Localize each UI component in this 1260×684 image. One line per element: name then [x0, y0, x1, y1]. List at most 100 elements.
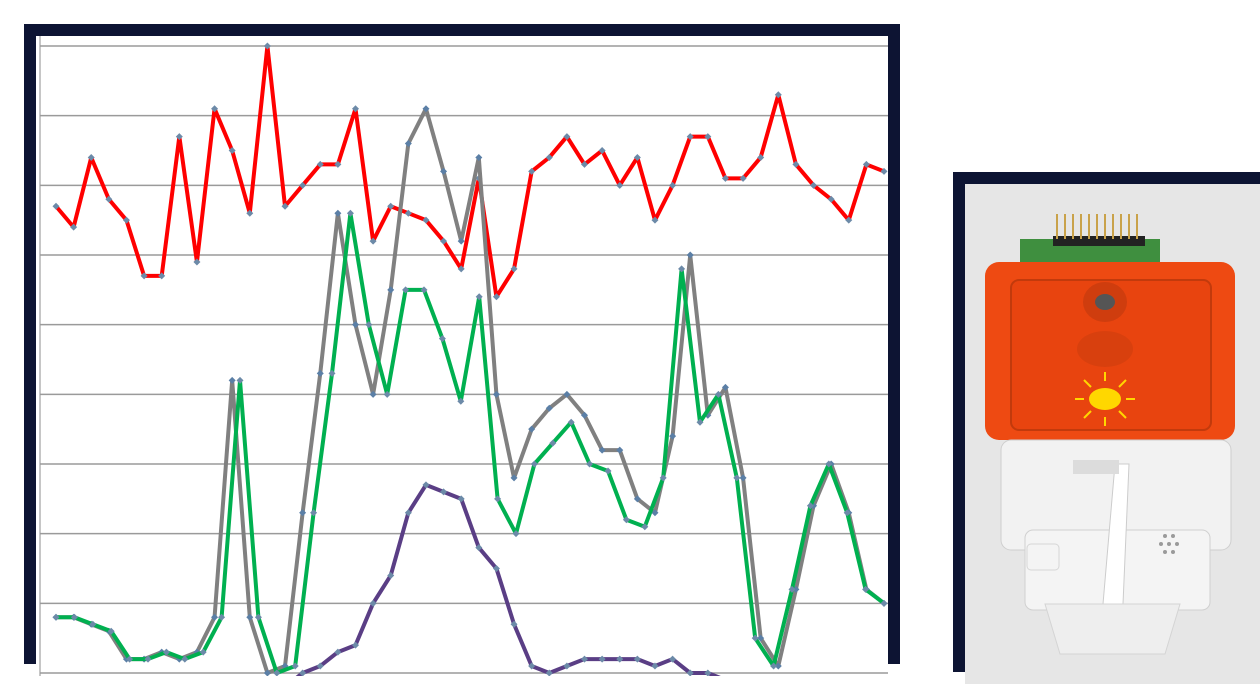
data-point-s3-24 [475, 544, 483, 552]
data-point-s1-17 [351, 321, 359, 329]
data-point-s1-38 [721, 383, 729, 391]
data-point-s0-20 [404, 209, 412, 217]
data-point-s2-28 [567, 418, 575, 426]
data-point-s0-18 [369, 237, 377, 245]
data-point-s0-31 [598, 147, 606, 154]
data-point-s1-36 [686, 251, 694, 259]
data-point-s2-38 [751, 634, 759, 642]
data-point-s0-13 [281, 202, 289, 210]
data-point-s0-23 [457, 265, 465, 273]
header-pins-icon [1053, 214, 1145, 246]
data-point-s1-15 [316, 369, 324, 377]
data-point-s1-18 [369, 390, 377, 398]
data-point-s0-15 [316, 160, 324, 168]
speaker-grille-icon [1159, 534, 1179, 554]
data-point-s2-16 [346, 209, 354, 217]
data-point-s0-17 [351, 105, 359, 113]
data-point-s2-44 [862, 585, 870, 593]
photo-frame [953, 172, 1260, 684]
data-point-s0-25 [492, 293, 500, 301]
data-point-s2-18 [383, 390, 391, 398]
data-point-s0-22 [440, 237, 448, 245]
data-point-s0-14 [299, 181, 307, 189]
series-line-1 [56, 106, 886, 675]
data-point-s2-25 [512, 530, 520, 538]
device-illustration [965, 184, 1260, 684]
series-line-3 [295, 482, 721, 676]
data-point-s0-12 [263, 42, 271, 50]
data-point-s1-28 [545, 404, 553, 412]
data-point-s0-43 [810, 181, 818, 189]
data-point-s3-17 [351, 641, 359, 649]
data-point-s3-25 [492, 565, 500, 572]
data-point-s0-1 [70, 223, 78, 231]
data-point-s1-27 [528, 425, 536, 433]
logo-mark [1026, 543, 1060, 571]
data-point-s2-23 [475, 293, 483, 301]
data-point-s1-32 [616, 446, 624, 454]
data-point-s2-21 [438, 335, 446, 343]
data-point-s3-20 [404, 509, 412, 517]
data-point-s0-46 [862, 160, 870, 168]
data-point-s2-33 [659, 474, 667, 482]
data-point-s0-11 [246, 209, 254, 217]
data-point-s1-19 [387, 286, 395, 294]
data-point-s1-10 [228, 376, 236, 384]
data-point-s1-9 [211, 613, 219, 621]
data-point-s1-21 [422, 105, 430, 113]
data-point-s1-34 [651, 509, 659, 517]
data-point-s0-26 [510, 265, 518, 273]
device-photo [965, 184, 1260, 684]
data-point-s1-31 [598, 446, 606, 454]
data-point-s2-9 [218, 613, 226, 621]
data-point-s2-34 [678, 265, 686, 273]
data-point-s0-30 [581, 160, 589, 168]
data-point-s0-3 [105, 195, 113, 203]
data-point-s2-30 [604, 467, 612, 475]
data-point-s2-22 [457, 397, 465, 405]
data-point-s1-25 [492, 390, 500, 398]
data-point-s0-34 [651, 216, 659, 224]
data-point-s0-8 [193, 258, 201, 266]
data-point-s3-18 [369, 599, 377, 607]
data-point-s2-19 [402, 286, 410, 294]
data-point-s1-16 [334, 209, 342, 217]
data-point-s0-37 [704, 133, 712, 141]
data-point-s0-0 [52, 202, 60, 210]
data-point-s0-4 [122, 216, 130, 224]
data-point-s2-41 [806, 502, 814, 510]
sun-icon [1075, 372, 1135, 426]
data-point-s2-42 [825, 460, 833, 468]
data-point-s3-22 [440, 488, 448, 496]
data-point-s2-31 [622, 516, 630, 524]
data-point-s1-39 [739, 474, 747, 482]
data-point-s0-42 [792, 160, 800, 168]
data-point-s2-35 [696, 418, 704, 426]
data-point-s2-26 [530, 460, 538, 468]
data-point-s0-10 [228, 147, 236, 154]
data-point-s1-30 [581, 411, 589, 419]
data-point-s0-45 [845, 216, 853, 224]
data-point-s1-40 [757, 634, 765, 642]
data-point-s0-6 [158, 272, 166, 280]
data-point-s2-8 [199, 648, 207, 656]
data-point-s2-27 [549, 439, 557, 447]
data-point-s2-32 [641, 523, 649, 531]
data-point-s0-29 [563, 133, 571, 141]
data-point-s1-11 [246, 613, 254, 621]
data-point-s0-2 [87, 153, 95, 161]
data-point-s0-47 [880, 167, 888, 175]
data-point-s3-21 [422, 481, 430, 489]
line-chart [39, 36, 888, 676]
data-point-s1-24 [475, 153, 483, 161]
data-point-s2-3 [107, 627, 115, 635]
data-point-s0-35 [669, 181, 677, 189]
data-point-s0-16 [334, 160, 342, 168]
data-point-s0-38 [721, 174, 729, 182]
series-line-0 [54, 44, 885, 299]
data-point-s2-10 [236, 376, 244, 384]
data-point-s0-21 [422, 216, 430, 224]
data-point-s2-14 [310, 509, 318, 517]
data-point-s2-36 [714, 390, 722, 398]
data-point-s1-29 [563, 390, 571, 398]
